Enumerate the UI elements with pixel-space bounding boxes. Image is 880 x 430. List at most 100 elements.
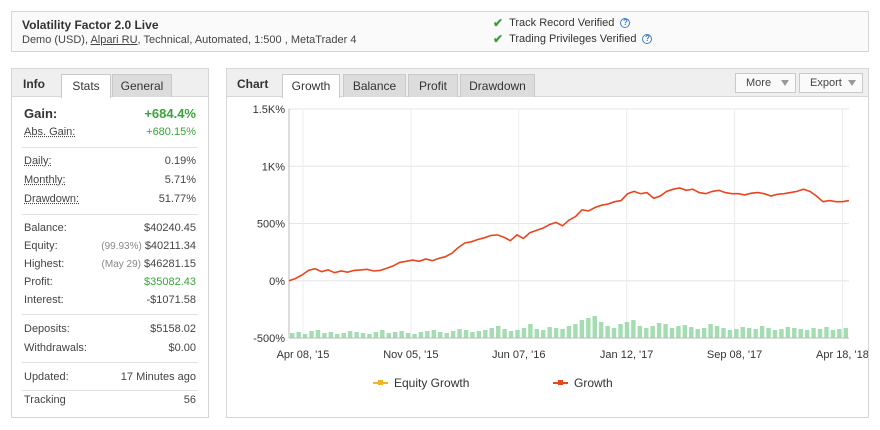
x-tick-label: Jan 12, '17 bbox=[600, 349, 653, 361]
drawdown-value: 51.77% bbox=[158, 193, 196, 205]
volume-bar bbox=[747, 328, 752, 338]
daily-label[interactable]: Daily: bbox=[24, 155, 52, 167]
volume-bar bbox=[360, 333, 366, 338]
interest-value: -$1071.58 bbox=[146, 294, 196, 306]
tab-profit[interactable]: Profit bbox=[408, 74, 458, 97]
volume-bar bbox=[843, 328, 848, 338]
tab-drawdown[interactable]: Drawdown bbox=[460, 74, 535, 97]
equity-row: Equity: (99.93%) $40211.34 bbox=[24, 240, 196, 256]
equity-label: Equity: bbox=[24, 240, 58, 252]
volume-bar bbox=[405, 333, 411, 338]
help-icon[interactable]: ? bbox=[642, 34, 653, 44]
y-tick-label: 500% bbox=[257, 219, 285, 231]
volume-bar bbox=[553, 328, 559, 338]
volume-bar bbox=[341, 333, 346, 338]
chevron-down-icon bbox=[848, 80, 856, 86]
volume-bar bbox=[418, 332, 424, 338]
divider bbox=[22, 147, 198, 148]
divider bbox=[22, 214, 198, 215]
volume-bar bbox=[811, 328, 816, 338]
volume-bar bbox=[663, 324, 668, 338]
updated-row: Updated: 17 Minutes ago bbox=[24, 371, 196, 387]
x-tick-label: Sep 08, '17 bbox=[707, 349, 762, 361]
volume-bar bbox=[483, 330, 488, 338]
volume-bar bbox=[566, 326, 572, 338]
tab-stats[interactable]: Stats bbox=[61, 74, 111, 98]
more-button[interactable]: More bbox=[735, 73, 796, 93]
volume-bar bbox=[598, 322, 604, 338]
volume-bar bbox=[759, 326, 765, 338]
volume-bar bbox=[463, 330, 469, 338]
volume-bar bbox=[534, 329, 540, 338]
volume-bar bbox=[682, 325, 688, 338]
export-label: Export bbox=[810, 77, 842, 89]
system-subtitle: Demo (USD), Alpari RU, Technical, Automa… bbox=[22, 34, 356, 46]
system-header: Volatility Factor 2.0 Live Demo (USD), A… bbox=[11, 11, 869, 52]
volume-bar bbox=[392, 332, 398, 338]
volume-bar bbox=[586, 318, 591, 338]
more-label: More bbox=[746, 77, 772, 89]
info-tabbar: Info Stats General bbox=[12, 69, 208, 98]
volume-bar bbox=[470, 332, 475, 338]
divider bbox=[22, 390, 198, 391]
balance-value: $40240.45 bbox=[144, 222, 196, 234]
help-icon[interactable]: ? bbox=[620, 18, 631, 28]
tab-balance[interactable]: Balance bbox=[343, 74, 406, 97]
growth-chart[interactable]: 1.5K% 1K% 500% 0% -500% Apr 08, '15 Nov 05, '1… bbox=[227, 98, 868, 388]
trading-privileges-verified: ✔ Trading Privileges Verified ? bbox=[493, 32, 653, 46]
volume-bar bbox=[740, 327, 746, 338]
volume-bar bbox=[618, 324, 623, 338]
y-tick-label: 0% bbox=[269, 276, 285, 288]
x-tick-label: Nov 05, '15 bbox=[383, 349, 438, 361]
system-details: , Technical, Automated, 1:500 , MetaTrad… bbox=[137, 34, 357, 46]
deposits-row: Deposits: $5158.02 bbox=[24, 323, 196, 339]
volume-bar bbox=[701, 328, 707, 338]
equity-value-group: (99.93%) $40211.34 bbox=[101, 240, 196, 252]
withdrawals-row: Withdrawals: $0.00 bbox=[24, 342, 196, 358]
equity-percent: (99.93%) bbox=[101, 241, 142, 252]
gain-row: Gain: +684.4% bbox=[24, 106, 196, 122]
volume-bar bbox=[772, 330, 778, 338]
growth-series-line bbox=[288, 187, 850, 282]
volume-bar bbox=[727, 330, 733, 338]
volume-bar bbox=[579, 320, 585, 338]
legend-equity-growth[interactable]: Equity Growth bbox=[373, 376, 469, 390]
volume-bar bbox=[785, 327, 791, 338]
volume-bar bbox=[328, 332, 334, 338]
volume-bar bbox=[624, 322, 630, 338]
account-type: Demo (USD), bbox=[22, 34, 89, 46]
updated-value: 17 Minutes ago bbox=[120, 371, 196, 383]
highest-row: Highest: (May 29) $46281.15 bbox=[24, 258, 196, 274]
y-tick-label: -500% bbox=[253, 333, 285, 345]
volume-bar bbox=[669, 328, 675, 338]
daily-value: 0.19% bbox=[164, 155, 196, 167]
drawdown-label[interactable]: Drawdown: bbox=[24, 193, 80, 205]
export-button[interactable]: Export bbox=[799, 73, 863, 93]
tab-general[interactable]: General bbox=[112, 74, 172, 97]
monthly-value: 5.71% bbox=[164, 174, 196, 186]
growth-swatch bbox=[553, 380, 568, 385]
volume-bar bbox=[489, 328, 494, 338]
chart-panel: Chart Growth Balance Profit Drawdown Mor… bbox=[226, 68, 869, 418]
legend-growth-label: Growth bbox=[574, 376, 613, 390]
volume-bar bbox=[792, 328, 797, 338]
volume-bar bbox=[560, 329, 565, 338]
info-label: Info bbox=[23, 77, 45, 91]
highest-value: $46281.15 bbox=[144, 258, 196, 270]
legend-growth[interactable]: Growth bbox=[553, 376, 613, 390]
x-tick-label: Apr 18, '18 bbox=[816, 349, 868, 361]
abs-gain-row: Abs. Gain: +680.15% bbox=[24, 126, 196, 142]
volume-bar bbox=[335, 334, 340, 338]
gain-value: +684.4% bbox=[144, 106, 196, 121]
monthly-label[interactable]: Monthly: bbox=[24, 174, 66, 186]
volume-bar bbox=[508, 331, 514, 338]
volume-bar bbox=[373, 332, 379, 338]
volume-bar bbox=[689, 327, 694, 338]
tab-growth[interactable]: Growth bbox=[282, 74, 340, 98]
broker-link[interactable]: Alpari RU bbox=[90, 34, 138, 46]
abs-gain-label[interactable]: Abs. Gain: bbox=[24, 126, 76, 138]
balance-row: Balance: $40240.45 bbox=[24, 222, 196, 238]
x-tick-label: Apr 08, '15 bbox=[277, 349, 330, 361]
volume-bar bbox=[605, 326, 610, 338]
tracking-value: 56 bbox=[183, 394, 196, 406]
